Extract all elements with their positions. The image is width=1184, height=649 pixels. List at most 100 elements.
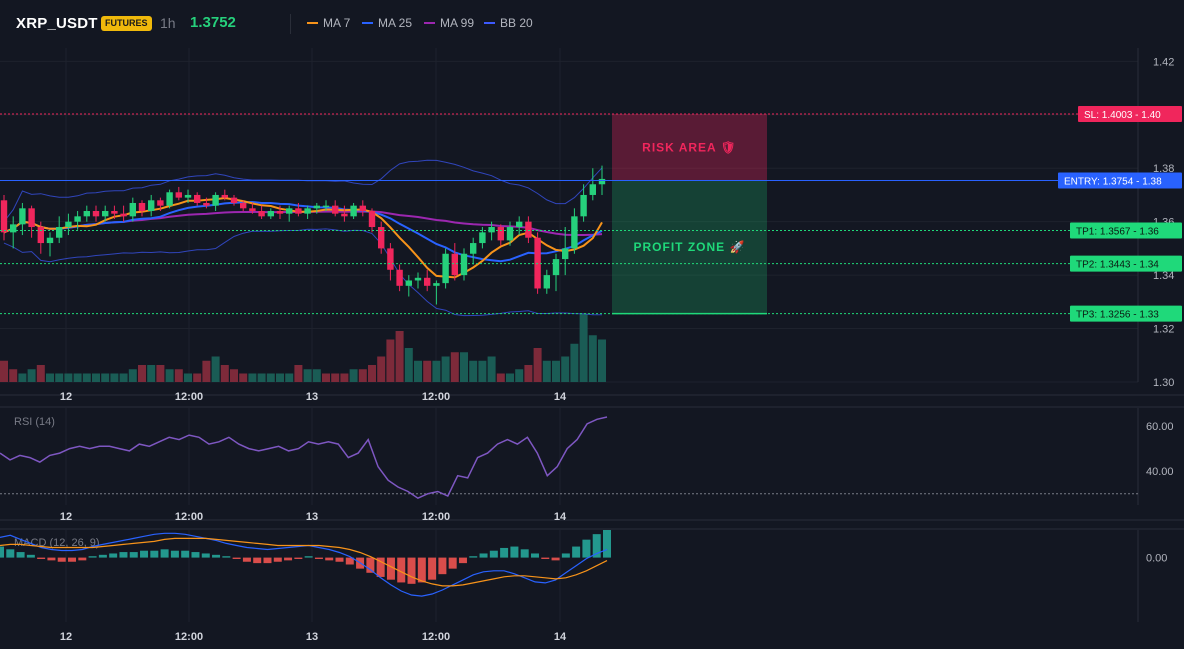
macd-signal-line xyxy=(0,537,608,587)
macd-histogram-bar xyxy=(0,546,4,558)
candle-body xyxy=(488,227,495,233)
legend-bb20[interactable]: BB 20 xyxy=(484,16,533,30)
candle-body xyxy=(212,194,219,206)
rsi-time-tick: 13 xyxy=(306,511,318,523)
candle-body xyxy=(10,224,17,233)
macd-histogram-bar xyxy=(397,557,406,583)
macd-histogram-bar xyxy=(376,557,385,577)
price-tick-label: 1.34 xyxy=(1153,270,1174,282)
candle-body xyxy=(46,237,54,244)
macd-histogram-bar xyxy=(294,557,303,559)
candle-body xyxy=(359,205,366,211)
volume-bar xyxy=(276,373,284,382)
tp3-level-label: TP3: 1.3256 - 1.33 xyxy=(1076,310,1159,321)
legend-ma99[interactable]: MA 99 xyxy=(424,16,474,30)
volume-bar xyxy=(0,360,8,382)
macd-histogram-bar xyxy=(109,553,118,558)
macd-histogram-bar xyxy=(469,556,478,558)
candle-body xyxy=(414,277,422,281)
volume-bar xyxy=(101,373,110,382)
macd-histogram-bar xyxy=(448,557,457,569)
legend-ma99-label: MA 99 xyxy=(440,16,475,30)
macd-histogram-bar xyxy=(304,556,313,558)
volume-bar xyxy=(239,373,248,382)
volume-bar xyxy=(588,335,597,382)
candle-body xyxy=(580,194,587,217)
ma99-swatch xyxy=(424,22,435,24)
macd-histogram-bar xyxy=(458,557,467,564)
volume-bar xyxy=(184,373,192,382)
macd-histogram-bar xyxy=(345,557,354,565)
legend-ma25-label: MA 25 xyxy=(378,16,413,30)
macd-histogram-bar xyxy=(541,557,550,559)
candle-body xyxy=(405,280,412,286)
volume-bar xyxy=(322,373,330,382)
candle-body xyxy=(221,194,228,198)
symbol-label[interactable]: XRP_USDT xyxy=(16,15,98,32)
macd-histogram-bar xyxy=(222,556,231,558)
candle-body xyxy=(129,202,136,217)
volume-bar xyxy=(248,373,257,382)
risk-area-label: RISK AREA 🛡 xyxy=(642,140,737,154)
candle-body xyxy=(433,283,440,286)
candle-body xyxy=(332,205,339,214)
candle-body xyxy=(497,227,504,241)
candle-body xyxy=(157,200,164,206)
macd-histogram-bar xyxy=(68,557,77,562)
macd-histogram-bar xyxy=(479,553,488,558)
macd-histogram-bar xyxy=(88,556,97,558)
legend-ma7-label: MA 7 xyxy=(323,16,351,30)
candle-body xyxy=(589,184,596,195)
macd-histogram-bar xyxy=(273,557,282,562)
rsi-tick-label: 40.00 xyxy=(1146,466,1174,478)
timeframe-label[interactable]: 1h xyxy=(160,15,176,31)
main-time-tick: 14 xyxy=(554,391,567,403)
candle-body xyxy=(249,208,256,211)
candle-body xyxy=(92,210,100,217)
candle-body xyxy=(396,269,403,286)
macd-time-tick: 12:00 xyxy=(422,631,450,643)
rsi-time-tick: 12:00 xyxy=(422,511,450,523)
volume-bar xyxy=(46,373,54,382)
candle-body xyxy=(56,227,63,238)
price-tick-label: 1.30 xyxy=(1153,377,1174,389)
candle-body xyxy=(479,232,486,244)
macd-histogram-bar xyxy=(212,554,221,558)
legend-ma7[interactable]: MA 7 xyxy=(307,16,350,30)
volume-bar xyxy=(193,373,202,382)
volume-bar xyxy=(533,348,542,382)
macd-histogram-bar xyxy=(129,552,138,558)
macd-histogram-bar xyxy=(78,557,87,561)
macd-histogram-bar xyxy=(16,552,25,558)
main-time-tick: 12:00 xyxy=(422,391,450,403)
macd-time-tick: 12 xyxy=(60,631,72,643)
bb-lower-line xyxy=(3,228,603,317)
macd-histogram-bar xyxy=(150,550,159,558)
candle-body xyxy=(194,194,201,203)
volume-bar xyxy=(220,365,229,382)
volume-bar xyxy=(138,365,146,382)
volume-bar xyxy=(414,360,422,382)
candle-body xyxy=(543,275,550,289)
candle-body xyxy=(313,205,320,209)
candle-body xyxy=(378,227,385,249)
volume-bar xyxy=(349,369,358,382)
candle-body xyxy=(424,277,431,286)
chart-header: XRP_USDT FUTURES 1h 1.3752 MA 7 MA 25 MA… xyxy=(0,0,1184,48)
macd-histogram-bar xyxy=(47,557,56,561)
macd-histogram-bar xyxy=(232,557,241,559)
volume-bar xyxy=(331,373,340,382)
macd-histogram-bar xyxy=(284,557,293,561)
futures-badge: FUTURES xyxy=(101,16,152,31)
candle-body xyxy=(552,259,560,276)
ma7-line xyxy=(3,196,603,279)
macd-histogram-bar xyxy=(57,557,66,562)
entry-level-label: ENTRY: 1.3754 - 1.38 xyxy=(1064,177,1162,188)
macd-histogram-bar xyxy=(325,557,334,561)
volume-bar xyxy=(211,356,220,382)
legend-ma25[interactable]: MA 25 xyxy=(362,16,412,30)
main-time-tick: 13 xyxy=(306,391,318,403)
macd-histogram-bar xyxy=(201,553,210,558)
macd-histogram-bar xyxy=(582,539,591,558)
